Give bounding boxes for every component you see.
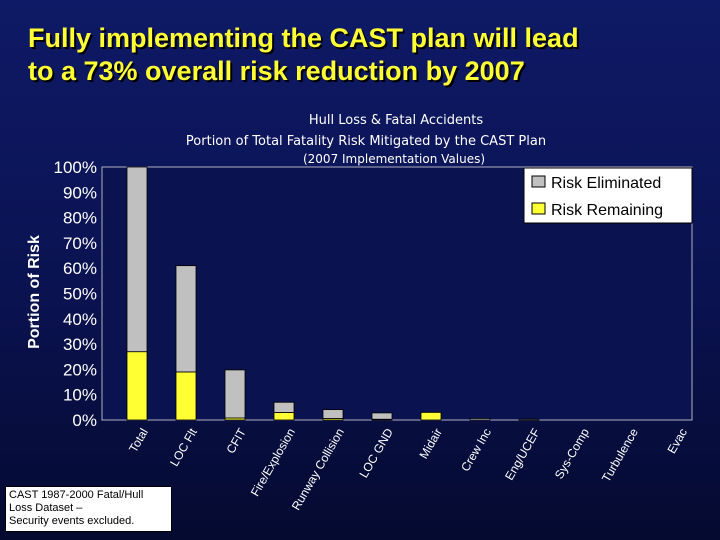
bar-risk-remaining: [126, 351, 148, 421]
x-tick-label: Crew Inc: [458, 426, 494, 474]
y-tick-label: 0%: [72, 411, 97, 430]
x-tick-label: Eng/UCEF: [502, 426, 543, 483]
legend-swatch-eliminated: [531, 175, 546, 188]
y-tick-label: 90%: [63, 183, 97, 202]
bars: [126, 166, 540, 421]
x-tick-label: LOC Flt: [167, 425, 200, 468]
bar-risk-remaining: [420, 412, 442, 421]
x-tick-label: LOC GND: [356, 426, 396, 481]
bar-risk-eliminated: [322, 409, 344, 419]
y-axis-label: Portion of Risk: [26, 235, 43, 349]
bar-risk-eliminated: [224, 369, 246, 419]
y-tick-label: 20%: [63, 360, 97, 379]
y-tick-label: 50%: [63, 285, 97, 304]
y-ticks: 0% 10% 20% 30% 40% 50% 60% 70% 80% 90% 100%: [54, 158, 97, 430]
legend-box: [523, 167, 693, 224]
legend-label-eliminated: Risk Eliminated: [551, 175, 661, 192]
x-tick-label: Evac: [664, 426, 689, 456]
bar-risk-eliminated: [469, 418, 491, 421]
chart-subtitle: Portion of Total Fatality Risk Mitigated…: [186, 134, 546, 149]
legend: Risk Eliminated Risk Remaining: [523, 167, 693, 224]
y-tick-label: 10%: [63, 386, 97, 405]
y-tick-label: 30%: [63, 335, 97, 354]
bar-risk-eliminated: [175, 265, 197, 373]
legend-label-remaining: Risk Remaining: [551, 202, 663, 219]
x-tick-label: Sys-Comp: [552, 426, 592, 482]
slide-title: Fully implementing the CAST plan will le…: [28, 23, 579, 86]
x-tick-label: Turbulence: [599, 426, 641, 485]
bar-risk-eliminated: [126, 166, 148, 353]
x-tick-label: CFIT: [223, 425, 249, 456]
x-tick-label: Midair: [416, 426, 444, 461]
bar-risk-remaining: [175, 371, 197, 421]
y-tick-label: 60%: [63, 259, 97, 278]
bar-risk-remaining: [273, 412, 295, 421]
y-tick-label: 80%: [63, 209, 97, 228]
chart-title: Hull Loss & Fatal Accidents: [309, 113, 484, 128]
x-tick-label: Total: [126, 426, 151, 455]
bar-risk-eliminated: [273, 401, 295, 413]
x-tick-label: Fire/Explosion: [248, 426, 298, 499]
legend-swatch-remaining: [531, 202, 546, 215]
bar-risk-eliminated: [518, 418, 540, 421]
bar-risk-eliminated: [371, 412, 393, 420]
y-tick-label: 40%: [63, 310, 97, 329]
y-tick-label: 70%: [63, 234, 97, 253]
chart-subtitle-2: (2007 Implementation Values): [303, 152, 485, 166]
y-tick-label: 100%: [54, 158, 97, 177]
x-tick-label: Runway Collision: [289, 426, 347, 513]
dataset-note: CAST 1987-2000 Fatal/Hull Loss Dataset –…: [5, 486, 172, 532]
